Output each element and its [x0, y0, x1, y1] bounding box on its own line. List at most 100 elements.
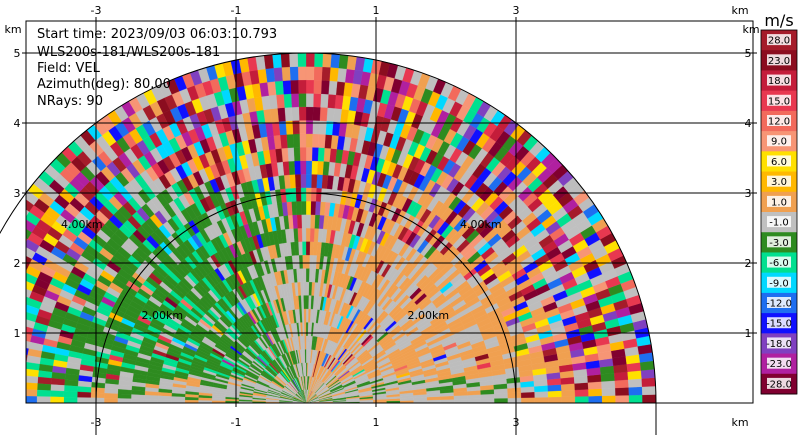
radar-gate: [642, 394, 657, 403]
radar-gate: [289, 66, 299, 81]
radar-gate: [8, 239, 24, 253]
radar-gate: [337, 67, 347, 83]
radar-gate: [640, 369, 656, 379]
radar-gate: [292, 120, 300, 135]
radar-gate: [324, 134, 333, 149]
radar-gate: [295, 187, 302, 202]
radar-gate: [308, 295, 312, 310]
radar-gate: [615, 387, 630, 396]
radar-gate: [313, 52, 324, 68]
radar-gate: [480, 398, 495, 403]
azimuth-text: Azimuth(deg): 80.00: [37, 77, 171, 92]
y-tick-label-left: 3: [14, 187, 21, 200]
radar-gate: [547, 390, 562, 398]
radar-gate: [26, 265, 41, 279]
radar-gate: [301, 214, 307, 229]
x-unit-label-bottom: km: [731, 416, 748, 429]
radar-gate: [50, 384, 65, 392]
colorbar-tick-label: 18.0: [768, 76, 790, 87]
radar-gate: [316, 160, 324, 175]
colorbar-tick-label: 12.0: [768, 117, 790, 128]
radar-gate: [310, 214, 316, 229]
x-tick-label-bottom: 1: [373, 416, 380, 429]
radar-gate: [600, 372, 615, 382]
radar-gate: [157, 399, 172, 403]
radar-gate: [0, 291, 1, 303]
radar-gate: [316, 174, 323, 189]
y-unit-label-right: km: [742, 23, 759, 36]
radar-gate: [313, 66, 323, 81]
colorbar-tick-label: -28.0: [766, 379, 792, 390]
y-tick-label-left: 2: [14, 257, 21, 270]
radar-gate: [282, 80, 292, 95]
radar-gate: [305, 308, 309, 323]
radar-gate: [26, 288, 32, 299]
x-tick-label-bottom: -3: [91, 416, 102, 429]
radar-gate: [117, 389, 132, 395]
y-tick-label-left: 1: [14, 327, 21, 340]
radar-gate: [330, 53, 340, 69]
radar-gate: [494, 393, 509, 399]
radar-gate: [301, 241, 307, 256]
radar-gate: [521, 397, 535, 403]
radar-gate: [334, 94, 344, 110]
radar-gate: [614, 371, 629, 381]
radar-gate: [0, 396, 10, 404]
radar-gate: [320, 93, 329, 108]
radar-gate: [310, 200, 316, 215]
radar-gate: [103, 397, 118, 403]
radar-gate: [299, 120, 307, 134]
radar-gate: [329, 67, 339, 82]
radar-gate: [601, 387, 616, 396]
radar-gate: [323, 147, 331, 162]
radar-gate: [292, 133, 300, 148]
radar-gate: [311, 147, 319, 162]
radar-gate: [587, 381, 602, 390]
radar-gate: [0, 333, 4, 343]
radar-gate: [305, 133, 313, 148]
radar-gate: [305, 120, 313, 134]
radar-gate: [299, 147, 307, 161]
radar-gate: [77, 397, 91, 403]
colorbar-tick-label: -18.0: [766, 339, 792, 350]
radar-gate: [77, 391, 92, 398]
radar-gate: [0, 303, 12, 314]
radar-gate: [302, 268, 307, 283]
radar-gate: [130, 398, 145, 403]
radar-gate: [312, 133, 320, 148]
colorbar-tick-label: 28.0: [768, 36, 790, 47]
y-tick-label-right: 2: [745, 257, 752, 270]
radar-gate: [90, 397, 105, 403]
radar-gate: [305, 227, 311, 242]
radar-gate: [37, 376, 52, 385]
radar-gate: [50, 396, 64, 403]
radar-gate: [26, 209, 30, 217]
radar-gate: [309, 227, 315, 242]
radar-gate: [302, 281, 307, 296]
radar-gate: [305, 322, 309, 336]
x-unit-label-top: km: [731, 4, 748, 17]
radar-gate: [338, 54, 349, 70]
radar-gate: [171, 396, 186, 401]
radar-gate: [296, 214, 302, 229]
radar-gate: [63, 385, 78, 393]
colorbar-tick-label: 9.0: [771, 137, 787, 148]
radar-gate: [50, 378, 65, 386]
radar-gate: [328, 80, 338, 95]
radar-gate: [615, 395, 630, 403]
radar-gate: [287, 147, 295, 162]
radar-gate: [26, 389, 38, 397]
plot-area: 2.00km 2.00km 4.00km 4.00km: [0, 20, 754, 435]
colorbar-unit-label: m/s: [764, 11, 793, 30]
radar-gate: [311, 174, 318, 189]
radar-gate: [117, 398, 132, 403]
x-tick-label-bottom: 3: [513, 416, 520, 429]
radar-gate: [26, 228, 32, 240]
radar-gate: [50, 390, 65, 398]
radar-gate: [7, 315, 22, 326]
radar-gate: [507, 392, 522, 399]
colorbar-tick-label: 15.0: [768, 96, 790, 107]
radar-gate: [305, 52, 315, 67]
radar-gate: [575, 396, 589, 403]
